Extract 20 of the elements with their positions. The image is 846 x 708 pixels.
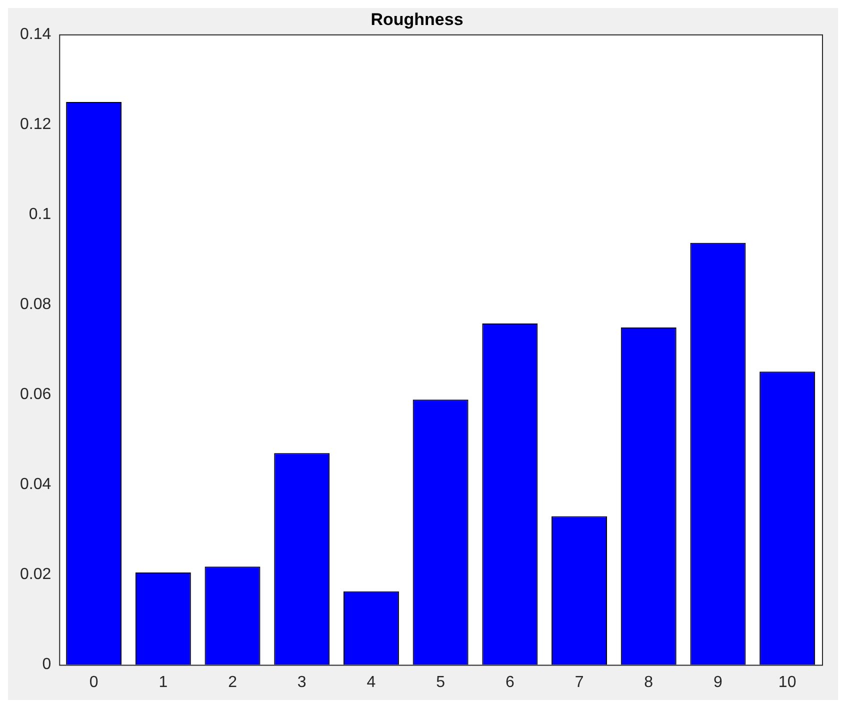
x-tick-label: 4 bbox=[366, 674, 376, 691]
x-tick-label: 0 bbox=[89, 674, 98, 691]
x-tick-label: 7 bbox=[574, 674, 584, 691]
y-tick-label: 0.04 bbox=[20, 476, 52, 494]
y-tick-label: 0.02 bbox=[20, 566, 52, 584]
x-tick-label: 9 bbox=[714, 674, 723, 691]
x-tick-label: 10 bbox=[778, 674, 796, 691]
y-tick-label: 0.1 bbox=[28, 206, 52, 223]
x-tick-label: 3 bbox=[297, 674, 306, 691]
y-tick-label: 0.06 bbox=[20, 386, 52, 404]
x-tick-label: 1 bbox=[158, 674, 168, 691]
x-tick-label: 8 bbox=[644, 674, 654, 691]
x-tick-label: 6 bbox=[505, 674, 514, 691]
y-tick-label: 0.14 bbox=[20, 26, 52, 43]
x-tick-label: 5 bbox=[436, 674, 446, 691]
chart-title: Roughness bbox=[370, 10, 464, 29]
y-tick-label: 0.08 bbox=[20, 296, 52, 313]
y-tick-label: 0 bbox=[42, 656, 52, 674]
y-tick-label: 0.12 bbox=[20, 116, 52, 133]
x-tick-label: 2 bbox=[228, 674, 238, 691]
